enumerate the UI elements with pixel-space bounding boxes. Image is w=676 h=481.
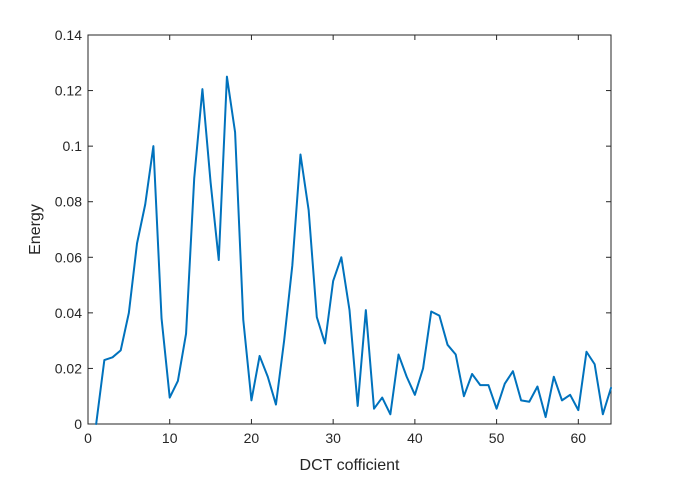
x-tick-label: 20	[244, 430, 260, 446]
y-axis-label: Energy	[27, 204, 44, 255]
y-tick-label: 0	[74, 416, 82, 432]
axis-ticks	[87, 34, 611, 425]
y-tick-label: 0.06	[55, 249, 82, 265]
y-tick-label: 0.04	[55, 305, 82, 321]
x-axis-label: DCT cofficient	[300, 457, 400, 474]
y-tick-label: 0.02	[55, 360, 82, 376]
plot-area-frame	[87, 34, 612, 425]
y-tick-label: 0.12	[55, 83, 82, 99]
x-tick-label: 30	[325, 430, 341, 446]
y-tick-label: 0.14	[55, 27, 82, 43]
y-tick-labels: 0 0.02 0.04 0.06 0.08 0.1 0.12 0.14	[55, 27, 82, 432]
x-tick-label: 10	[162, 430, 178, 446]
y-tick-label: 0.1	[63, 138, 83, 154]
x-tick-label: 0	[84, 430, 92, 446]
x-tick-label: 60	[571, 430, 587, 446]
energy-series-line	[95, 75, 612, 425]
y-tick-label: 0.08	[55, 194, 82, 210]
x-tick-labels: 0 10 20 30 40 50 60	[84, 430, 586, 446]
x-tick-label: 40	[407, 430, 423, 446]
x-tick-label: 50	[489, 430, 505, 446]
